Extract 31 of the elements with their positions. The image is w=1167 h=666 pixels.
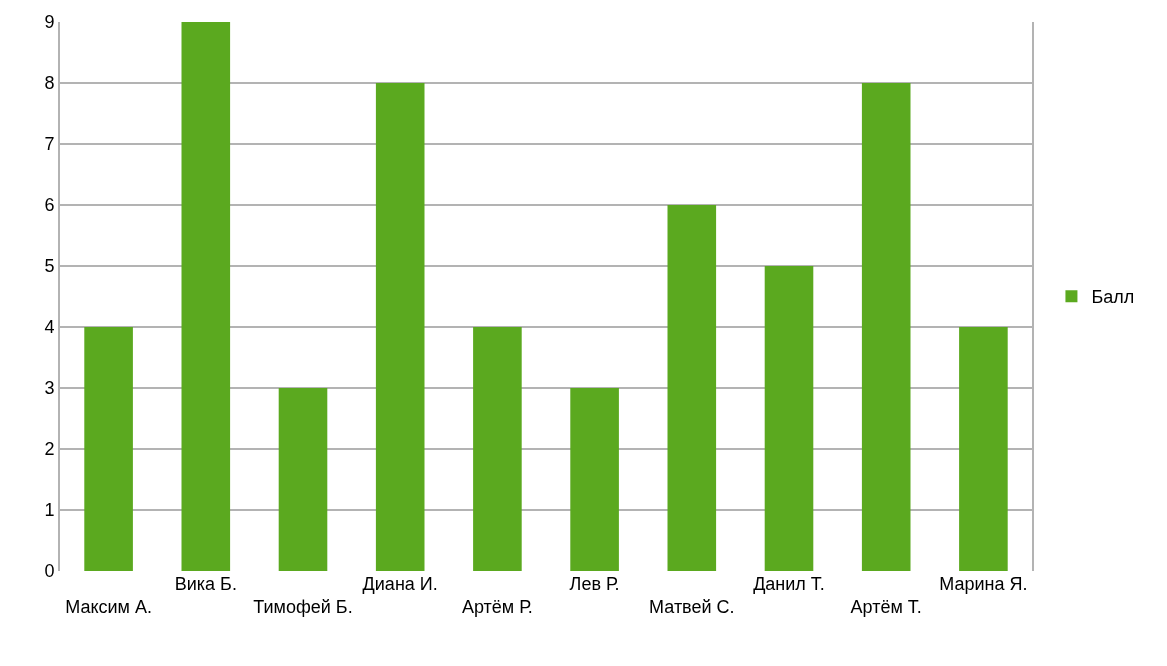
y-tick-label: 4: [44, 317, 55, 338]
bar: [764, 266, 814, 571]
bar: [667, 205, 717, 571]
x-tick-label: Артём Р.: [461, 597, 533, 618]
bar: [181, 22, 231, 571]
y-tick-label: 1: [44, 500, 55, 521]
bar: [959, 327, 1008, 571]
bar: [570, 388, 619, 571]
x-tick-label: Максим А.: [65, 597, 152, 618]
bar: [278, 388, 328, 571]
y-tick-label: 2: [44, 439, 55, 460]
x-tick-label: Марина Я.: [939, 574, 1028, 594]
y-tick-label: 0: [44, 561, 55, 582]
x-tick-label: Тимофей Б.: [253, 597, 353, 618]
y-tick-label: 6: [44, 195, 55, 216]
x-tick-label: Матвей С.: [649, 597, 735, 618]
bar: [861, 83, 911, 571]
x-tick-label: Вика Б.: [174, 574, 237, 594]
bar: [84, 327, 133, 571]
y-tick-label: 9: [44, 12, 55, 33]
y-tick-label: 5: [44, 256, 55, 277]
x-tick-label: Диана И.: [362, 574, 438, 594]
x-tick-label: Артём Т.: [850, 597, 922, 618]
y-tick-label: 3: [44, 378, 55, 399]
legend-label: Балл: [1091, 287, 1135, 308]
bar: [473, 327, 522, 571]
x-tick-label: Лев Р.: [569, 574, 620, 594]
bar: [375, 83, 425, 571]
x-tick-label: Данил Т.: [753, 574, 825, 594]
y-tick-label: 7: [44, 134, 55, 155]
y-tick-label: 8: [44, 73, 55, 94]
